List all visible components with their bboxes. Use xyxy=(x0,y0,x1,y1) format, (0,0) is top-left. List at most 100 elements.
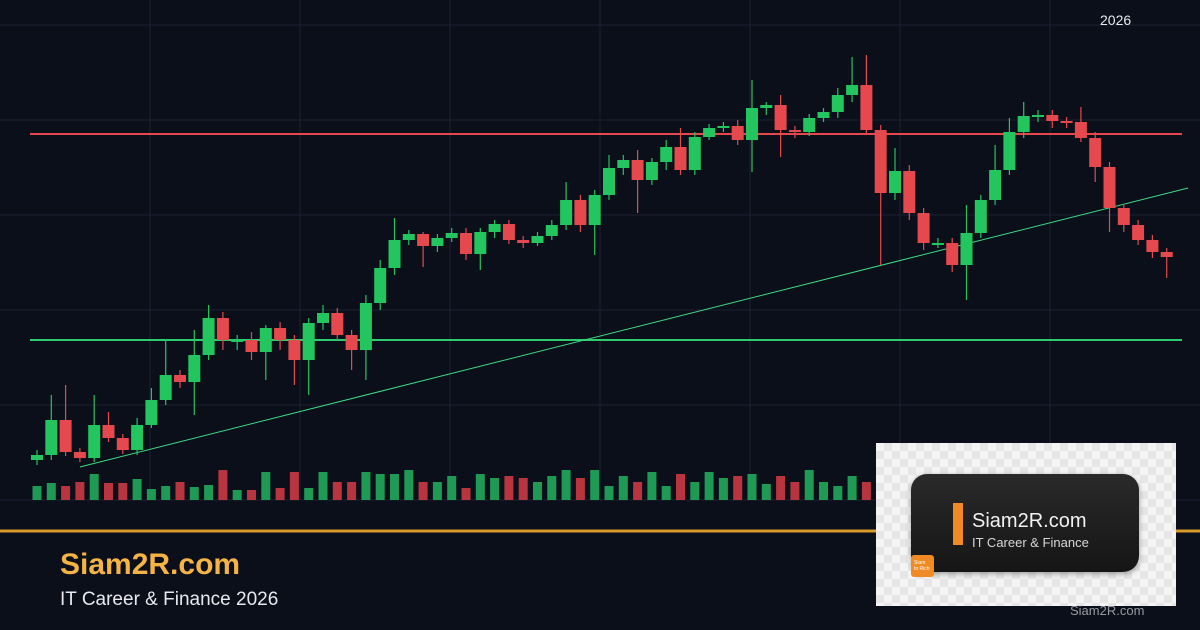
candle-body xyxy=(717,126,730,128)
volume-bar xyxy=(232,490,242,500)
footer-url: Siam2R.com xyxy=(1070,603,1145,618)
candle-body xyxy=(774,105,787,130)
volume-bar xyxy=(490,478,500,500)
volume-bar xyxy=(690,482,700,500)
volume-bar xyxy=(647,472,657,500)
volume-bar xyxy=(146,489,156,500)
volume-bar xyxy=(604,486,614,500)
candle-body xyxy=(517,240,530,243)
volume-bar xyxy=(132,479,142,500)
volume-bar xyxy=(533,482,542,500)
candle-body xyxy=(531,236,544,243)
candle-body xyxy=(302,323,315,360)
volume-bar xyxy=(247,490,256,500)
volume-bar xyxy=(461,488,471,500)
candle-body xyxy=(1160,252,1173,257)
candle-body xyxy=(1074,122,1087,138)
candle-body xyxy=(645,162,658,180)
brand-card: Siam2R.com IT Career & Finance Siam to R… xyxy=(876,443,1176,606)
candle-body xyxy=(474,232,487,254)
volume-bar xyxy=(590,470,600,500)
candle-body xyxy=(1117,208,1130,225)
candle-body xyxy=(674,147,687,170)
candle-body xyxy=(1003,132,1016,170)
candle-body xyxy=(946,243,959,265)
candle-body xyxy=(960,233,973,265)
volume-bar xyxy=(218,470,228,500)
candle-body xyxy=(31,455,43,460)
trend-line xyxy=(79,187,1189,468)
candle-body xyxy=(903,171,916,213)
card-logo: Siam to Rich xyxy=(911,555,934,577)
candle-body xyxy=(860,85,873,130)
candle-body xyxy=(1032,115,1044,117)
card-accent xyxy=(953,503,963,545)
candle-body xyxy=(374,268,387,303)
candle-body xyxy=(116,438,129,450)
card-panel: Siam2R.com IT Career & Finance xyxy=(911,474,1139,572)
candle-body xyxy=(1060,121,1073,123)
brand-tagline: IT Career & Finance 2026 xyxy=(60,589,279,610)
volume-bar xyxy=(118,483,128,500)
volume-bar xyxy=(332,482,342,500)
volume-bar xyxy=(847,476,857,500)
volume-bar xyxy=(561,470,571,500)
candle-body xyxy=(317,313,329,323)
volume-bar xyxy=(761,484,771,500)
volume-bar xyxy=(418,482,428,500)
candle-body xyxy=(1103,167,1116,208)
candle-body xyxy=(73,452,86,458)
candle-body xyxy=(588,195,601,225)
candle-body xyxy=(688,137,701,170)
candle-body xyxy=(245,340,258,352)
candle-body xyxy=(703,128,716,137)
volume-bar xyxy=(633,482,643,500)
candle-body xyxy=(631,160,644,180)
candle-body xyxy=(502,224,515,240)
volume-bar xyxy=(718,478,728,500)
candle-body xyxy=(88,425,101,458)
candle-body xyxy=(560,200,573,225)
volume-bar xyxy=(575,478,585,500)
volume-bar xyxy=(404,470,414,500)
candle-body xyxy=(889,171,901,193)
candle-body xyxy=(188,355,201,382)
candle-body xyxy=(131,425,144,450)
candle-body xyxy=(145,400,158,425)
volume-bar xyxy=(704,472,714,500)
volume-bar xyxy=(833,486,843,500)
candle-body xyxy=(402,234,415,240)
card-title: Siam2R.com xyxy=(972,510,1087,532)
brand-title: Siam2R.com xyxy=(60,548,241,581)
candle-body xyxy=(59,420,72,452)
candle-body xyxy=(917,213,930,243)
candle-body xyxy=(574,200,587,225)
candle-body xyxy=(417,234,430,246)
candle-body xyxy=(216,318,229,340)
candle-body xyxy=(202,318,215,355)
volume-bar xyxy=(161,486,171,500)
volume-bar xyxy=(790,482,800,500)
candle-body xyxy=(1017,116,1030,132)
candle-body xyxy=(445,233,458,238)
candle-body xyxy=(431,238,444,246)
candle-body xyxy=(931,243,944,245)
volume-bar xyxy=(518,478,528,500)
volume-bar xyxy=(46,483,56,500)
candle-body xyxy=(274,328,287,340)
card-subtitle: IT Career & Finance xyxy=(972,535,1089,550)
candle-body xyxy=(488,224,501,232)
volume-bar xyxy=(432,482,442,500)
candle-body xyxy=(174,375,186,382)
candle-body xyxy=(846,85,859,95)
candle-body xyxy=(345,335,358,350)
candle-body xyxy=(1046,115,1059,121)
candle-body xyxy=(617,160,630,168)
volume-bar xyxy=(189,487,199,500)
volume-bar xyxy=(547,476,557,500)
volume-bar xyxy=(318,472,328,500)
candle-body xyxy=(974,200,987,233)
candle-body xyxy=(803,118,816,132)
candle-body xyxy=(102,425,115,438)
volume-bar xyxy=(676,474,685,500)
